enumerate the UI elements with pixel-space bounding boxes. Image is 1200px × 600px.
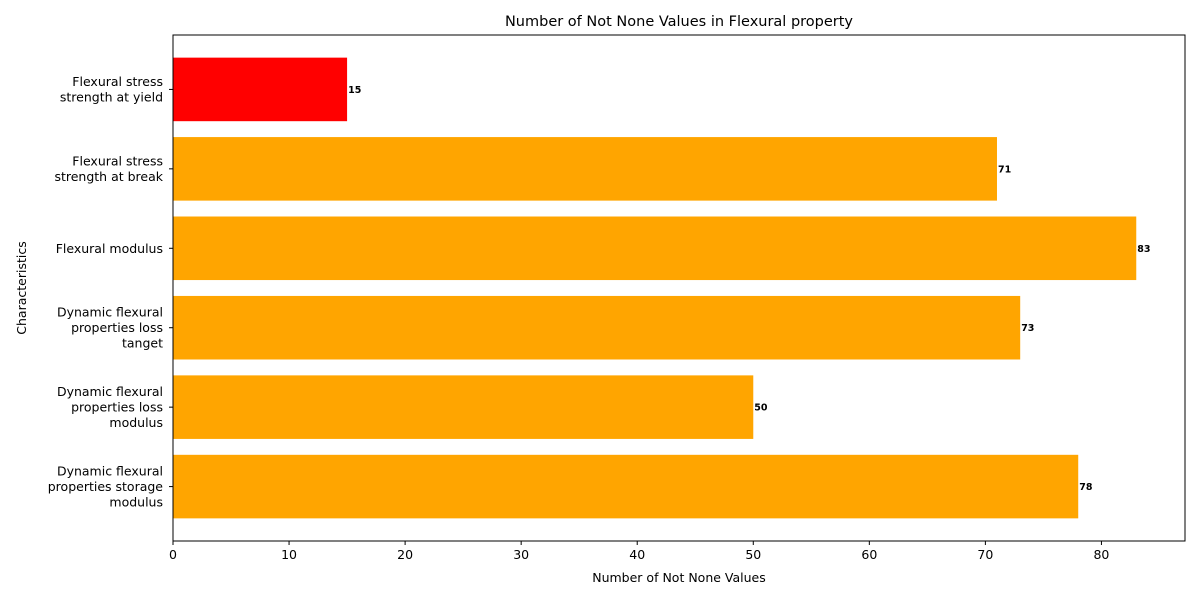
value-label: 71 [998,164,1011,175]
bar [173,295,1021,360]
x-tick-label: 70 [977,547,993,562]
bar [173,216,1137,281]
bar [173,454,1079,519]
x-tick-label: 0 [169,547,177,562]
x-tick-label: 40 [629,547,645,562]
value-label: 83 [1137,244,1150,255]
value-label: 50 [754,403,768,414]
plot-frame [172,34,1186,542]
y-tick-label: Dynamic flexural properties storage modulu… [48,464,164,510]
y-tick-label: Dynamic flexural properties loss tanget [57,305,163,351]
bar [173,375,754,439]
x-axis-label: Number of Not None Values [592,570,766,585]
chart-title: Number of Not None Values in Flexural pr… [505,14,853,30]
value-label: 73 [1021,323,1034,334]
x-tick-label: 10 [281,547,297,562]
y-tick-label: Dynamic flexural properties loss modulus [57,384,163,430]
x-tick-label: 60 [861,547,877,562]
x-tick-label: 20 [397,547,413,562]
x-tick-label: 50 [745,547,761,562]
y-tick-label: Flexural modulus [56,241,163,256]
y-axis-label: Characteristics [14,241,29,334]
bar [173,137,997,201]
y-tick-label: Flexural stress strength at break [54,154,163,185]
x-tick-label: 30 [513,547,529,562]
y-tick-label: Flexural stress strength at yield [60,74,163,105]
bar [173,57,348,122]
value-label: 78 [1079,482,1093,493]
value-label: 15 [348,85,361,96]
x-tick-label: 80 [1093,547,1109,562]
